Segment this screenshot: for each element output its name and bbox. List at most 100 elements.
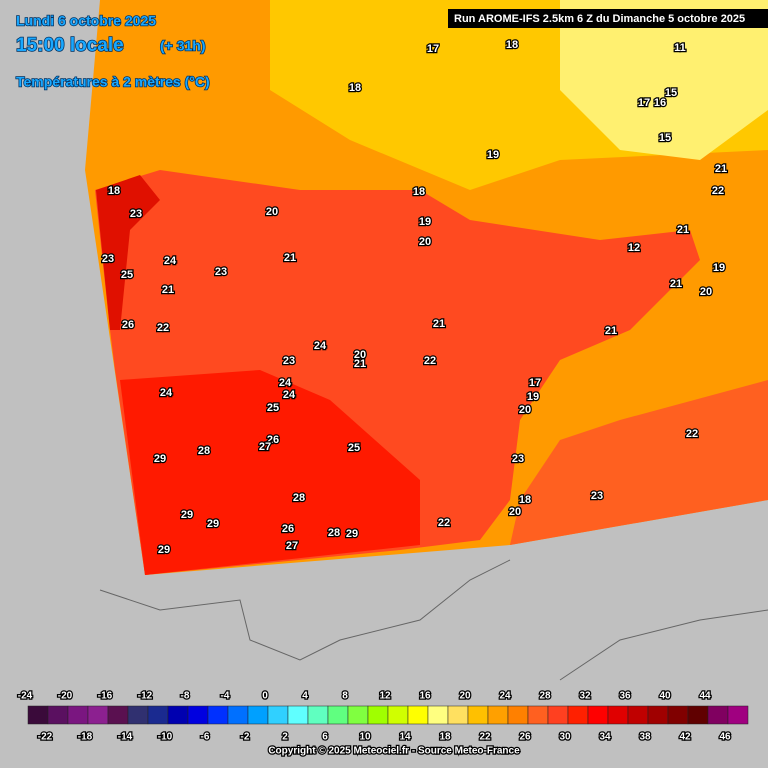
temperature-label: 29 bbox=[346, 528, 358, 540]
colorbar-tick-label: -2 bbox=[241, 732, 250, 743]
temperature-label: 17 bbox=[638, 97, 650, 109]
colorbar-tick-label: 0 bbox=[262, 691, 268, 702]
temperature-label: 21 bbox=[715, 163, 727, 175]
temperature-label: 22 bbox=[686, 428, 698, 440]
colorbar-swatch bbox=[527, 705, 549, 725]
colorbar-tick-label: -20 bbox=[58, 691, 73, 702]
colorbar-swatch bbox=[227, 705, 249, 725]
temperature-label: 20 bbox=[509, 506, 521, 518]
temperature-label: 20 bbox=[700, 286, 712, 298]
colorbar-tick-label: 40 bbox=[659, 691, 671, 702]
temperature-label: 29 bbox=[158, 544, 170, 556]
temperature-label: 23 bbox=[591, 490, 603, 502]
colorbar-tick-label: 26 bbox=[519, 732, 531, 743]
colorbar-tick-label: -24 bbox=[18, 691, 33, 702]
temperature-label: 19 bbox=[713, 262, 725, 274]
temperature-label: 18 bbox=[413, 186, 425, 198]
temperature-label: 17 bbox=[529, 377, 541, 389]
temperature-label: 27 bbox=[286, 540, 298, 552]
temperature-label: 21 bbox=[284, 252, 296, 264]
temperature-label: 20 bbox=[419, 236, 431, 248]
temperature-label: 22 bbox=[438, 517, 450, 529]
temperature-label: 24 bbox=[314, 340, 327, 352]
very-hot-zone bbox=[120, 370, 420, 575]
colorbar-swatch bbox=[307, 705, 329, 725]
colorbar-tick-label: 36 bbox=[619, 691, 631, 702]
colorbar-tick-label: 14 bbox=[399, 732, 411, 743]
temperature-label: 19 bbox=[487, 149, 499, 161]
colorbar-tick-label: 16 bbox=[419, 691, 431, 702]
hot-coast bbox=[96, 175, 160, 330]
colorbar-swatch bbox=[427, 705, 449, 725]
temperature-label: 23 bbox=[102, 253, 114, 265]
temperature-label: 21 bbox=[162, 284, 174, 296]
colorbar-tick-label: 18 bbox=[439, 732, 451, 743]
colorbar-tick-label: 4 bbox=[302, 691, 308, 702]
colorbar-swatch bbox=[27, 705, 49, 725]
colorbar-tick-label: 22 bbox=[479, 732, 491, 743]
colorbar-swatch bbox=[547, 705, 569, 725]
temperature-label: 25 bbox=[267, 402, 279, 414]
temperature-label: 18 bbox=[506, 39, 518, 51]
colorbar-swatch bbox=[447, 705, 469, 725]
colorbar-swatch bbox=[587, 705, 609, 725]
temperature-label: 16 bbox=[654, 97, 666, 109]
colorbar-swatch bbox=[67, 705, 89, 725]
coastline bbox=[559, 609, 768, 681]
colorbar-swatch bbox=[267, 705, 289, 725]
colorbar-tick-label: -14 bbox=[118, 732, 133, 743]
sea-zone bbox=[510, 380, 768, 545]
temperature-label: 26 bbox=[122, 319, 134, 331]
temperature-label: 27 bbox=[259, 441, 271, 453]
temperature-label: 19 bbox=[419, 216, 431, 228]
temperature-label: 20 bbox=[519, 404, 531, 416]
temperature-label: 28 bbox=[328, 527, 340, 539]
colorbar-swatch bbox=[667, 705, 689, 725]
colorbar-tick-label: -6 bbox=[201, 732, 210, 743]
coastline bbox=[99, 559, 511, 661]
colorbar-swatch bbox=[367, 705, 389, 725]
temperature-label: 29 bbox=[207, 518, 219, 530]
colorbar-tick-label: 20 bbox=[459, 691, 471, 702]
cool-zone bbox=[560, 0, 768, 160]
temperature-label: 21 bbox=[433, 318, 445, 330]
temperature-label: 25 bbox=[348, 442, 360, 454]
colorbar-tick-label: 38 bbox=[639, 732, 651, 743]
copyright: Copyright © 2025 Meteociel.fr - Source M… bbox=[268, 746, 520, 757]
temperature-label: 29 bbox=[181, 509, 193, 521]
colorbar-swatch bbox=[687, 705, 709, 725]
temperature-label: 21 bbox=[677, 224, 689, 236]
colorbar-tick-label: 10 bbox=[359, 732, 371, 743]
date: Lundi 6 octobre 2025 bbox=[16, 13, 156, 29]
colorbar-swatch bbox=[247, 705, 269, 725]
temperature-label: 23 bbox=[283, 355, 295, 367]
colorbar-tick-label: 2 bbox=[282, 732, 288, 743]
variable: Températures à 2 mètres (°C) bbox=[16, 74, 210, 90]
colorbar-tick-label: -22 bbox=[38, 732, 53, 743]
temperature-label: 26 bbox=[267, 434, 279, 446]
colorbar-tick-label: 46 bbox=[719, 732, 731, 743]
temperature-label: 15 bbox=[665, 87, 677, 99]
run-info: Run AROME-IFS 2.5km 6 Z du Dimanche 5 oc… bbox=[454, 13, 745, 25]
colorbar-swatch bbox=[347, 705, 369, 725]
temperature-label: 20 bbox=[354, 349, 366, 361]
temperature-label: 29 bbox=[154, 453, 166, 465]
colorbar-swatch bbox=[387, 705, 409, 725]
temperature-label: 23 bbox=[512, 453, 524, 465]
colorbar-tick-label: 28 bbox=[539, 691, 551, 702]
colorbar-swatch bbox=[87, 705, 109, 725]
colorbar-tick-label: 32 bbox=[579, 691, 591, 702]
temperature-label: 24 bbox=[279, 377, 292, 389]
temperature-label: 19 bbox=[527, 391, 539, 403]
colorbar-tick-label: -16 bbox=[98, 691, 113, 702]
colorbar-swatch bbox=[147, 705, 169, 725]
colorbar-swatch bbox=[627, 705, 649, 725]
temperature-label: 21 bbox=[605, 325, 617, 337]
temperature-label: 22 bbox=[424, 355, 436, 367]
temperature-label: 28 bbox=[293, 492, 305, 504]
temperature-label: 23 bbox=[130, 208, 142, 220]
colorbar-swatch bbox=[127, 705, 149, 725]
temperature-label: 21 bbox=[670, 278, 682, 290]
temperature-label: 28 bbox=[198, 445, 210, 457]
